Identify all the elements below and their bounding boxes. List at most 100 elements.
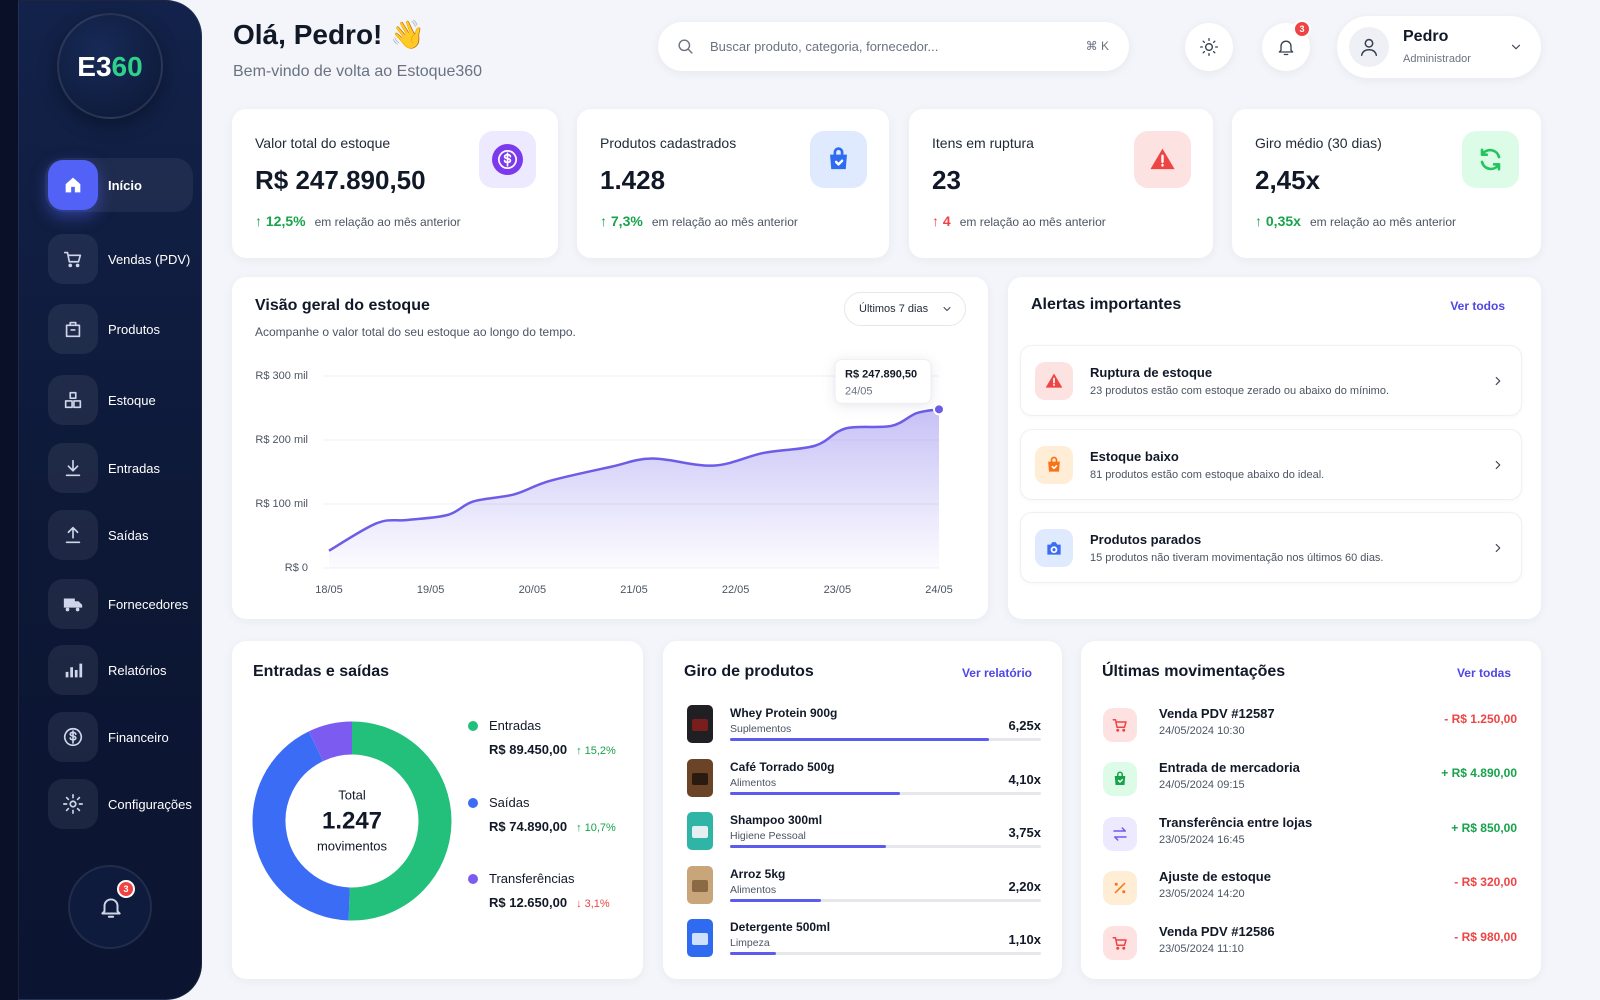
kpi-value: 1.428 [600, 165, 666, 195]
range-label: Últimos 7 dias [859, 303, 929, 315]
card-link[interactable]: Ver todos [1450, 299, 1505, 313]
donut-segment [252, 731, 351, 921]
kpi-icon-box [810, 131, 867, 188]
badge: 3 [117, 880, 135, 898]
kpi-note: em relação ao mês anterior [1309, 215, 1457, 229]
alert-item[interactable]: Produtos parados 15 produtos não tiveram … [1020, 512, 1522, 583]
product-category: Alimentos [730, 776, 777, 789]
search-placeholder: Buscar produto, categoria, fornecedor... [710, 39, 939, 54]
nav-label: Relatórios [108, 663, 167, 678]
icon-stroke [1495, 543, 1501, 553]
progress-track [730, 845, 1041, 849]
icon-user [1360, 38, 1378, 56]
x-tick-label: 18/05 [315, 584, 343, 596]
kpi-delta: ↑ 7,3% [600, 213, 643, 229]
icon-cart [1112, 936, 1127, 950]
legend-name: Transferências [489, 871, 575, 886]
area-fill [329, 409, 939, 568]
area-line [328, 408, 940, 552]
legend-value: R$ 12.650,00 [489, 895, 568, 910]
nav-icon-box [48, 510, 98, 560]
range-select[interactable]: Últimos 7 dias [844, 292, 966, 326]
icon-stroke [1200, 38, 1218, 56]
nav-item[interactable]: Configurações [45, 777, 193, 831]
theme-button[interactable] [1185, 23, 1233, 71]
product-thumb-label [692, 933, 708, 946]
nav-item[interactable]: Relatórios [45, 643, 193, 697]
legend-delta: ↓ 3,1% [576, 898, 610, 910]
movement-icon-box [1103, 708, 1137, 742]
nav-item[interactable]: Produtos [45, 302, 193, 356]
icon-stroke [65, 526, 81, 544]
product-name: Whey Protein 900g [730, 706, 838, 720]
kpi-delta: ↑ 0,35x [1255, 213, 1301, 229]
icon-stroke [1112, 719, 1127, 728]
product-thumb-label [692, 826, 708, 839]
notification-button[interactable]: 3 [1262, 20, 1311, 71]
movement-title: Entrada de mercadoria [1159, 760, 1300, 776]
product-name: Shampoo 300ml [730, 813, 823, 828]
legend-value: R$ 89.450,00 [489, 742, 568, 757]
search-box[interactable]: Buscar produto, categoria, fornecedor...… [658, 22, 1129, 71]
legend-value-row: R$ 74.890,00 ↑ 10,7% [489, 818, 616, 836]
nav-item[interactable]: Saídas [45, 508, 193, 562]
x-tick-label: 23/05 [824, 584, 852, 596]
icon-truck [63, 598, 83, 612]
icon-alert [1045, 373, 1063, 388]
nav-item[interactable]: Vendas (PDV) [45, 232, 193, 286]
icon-dot [1122, 946, 1126, 950]
progress-bar [730, 791, 900, 795]
greeting-subtitle: Bem-vindo de volta ao Estoque360 [233, 63, 483, 80]
icon-stroke [1511, 44, 1521, 50]
product-thumb [687, 919, 713, 958]
alert-item[interactable]: Ruptura de estoque 23 produtos estão com … [1020, 345, 1522, 416]
progress-track [730, 898, 1041, 902]
nav-item[interactable]: Fornecedores [45, 577, 193, 631]
legend-value-row: R$ 12.650,00 ↓ 3,1% [489, 894, 610, 912]
donut-chart: Total 1.247 movimentos [252, 721, 452, 921]
logo: E360 [57, 13, 163, 119]
y-tick-label: R$ 300 mil [255, 370, 308, 382]
product-thumb [687, 812, 713, 851]
alert-icon-box [1035, 529, 1073, 567]
icon-box [65, 321, 81, 338]
progress-bar [730, 952, 776, 956]
icon-shape [65, 663, 83, 678]
nav-item[interactable]: Início [45, 158, 193, 212]
nav-item[interactable]: Financeiro [45, 710, 193, 764]
sidebar-bell[interactable]: 3 [68, 865, 152, 949]
movement-icon-box [1103, 762, 1137, 797]
icon-stroke [64, 727, 82, 747]
movement-icon-box [1103, 871, 1137, 906]
product-name: Arroz 5kg [730, 866, 786, 881]
nav-label: Entradas [108, 461, 161, 476]
kpi-icon-disc [492, 144, 523, 175]
movement-title: Ajuste de estoque [1159, 869, 1271, 885]
y-tick-label: R$ 0 [285, 562, 308, 574]
nav-icon-box [48, 712, 98, 762]
alert-item[interactable]: Estoque baixo 81 produtos estão com estoq… [1020, 428, 1522, 500]
alerts-card: Alertas importantes Ver todos Ruptura de e… [1008, 277, 1541, 619]
badge: 3 [1293, 20, 1311, 38]
nav-item[interactable]: Entradas [45, 441, 193, 495]
icon-refresh [1480, 148, 1501, 171]
card-title: Entradas e saídas [253, 663, 390, 680]
icon-alert [1150, 148, 1175, 170]
kpi-label: Valor total do estoque [255, 135, 391, 151]
card-link[interactable]: Ver todas [1456, 666, 1511, 680]
logo-part: 60 [111, 51, 143, 82]
nav-item[interactable]: Estoque [45, 373, 193, 427]
donut-segment [348, 721, 452, 921]
kpi-label: Giro médio (30 dias) [1255, 135, 1382, 151]
icon-cart [63, 251, 82, 268]
badge-count: 3 [123, 884, 129, 894]
icon-dot [75, 263, 80, 268]
icon-shape [1048, 461, 1060, 472]
user-menu[interactable]: Pedro Administrador [1337, 16, 1541, 78]
card-link[interactable]: Ver relatório [961, 666, 1032, 680]
legend-dot [468, 721, 478, 731]
kpi-label: Itens em ruptura [932, 135, 1034, 151]
kpi-card: Giro médio (30 dias) 2,45x ↑ 0,35x em relaç… [1232, 109, 1541, 258]
legend-name: Entradas [489, 718, 542, 733]
movement-title: Transferência entre lojas [1159, 814, 1313, 830]
